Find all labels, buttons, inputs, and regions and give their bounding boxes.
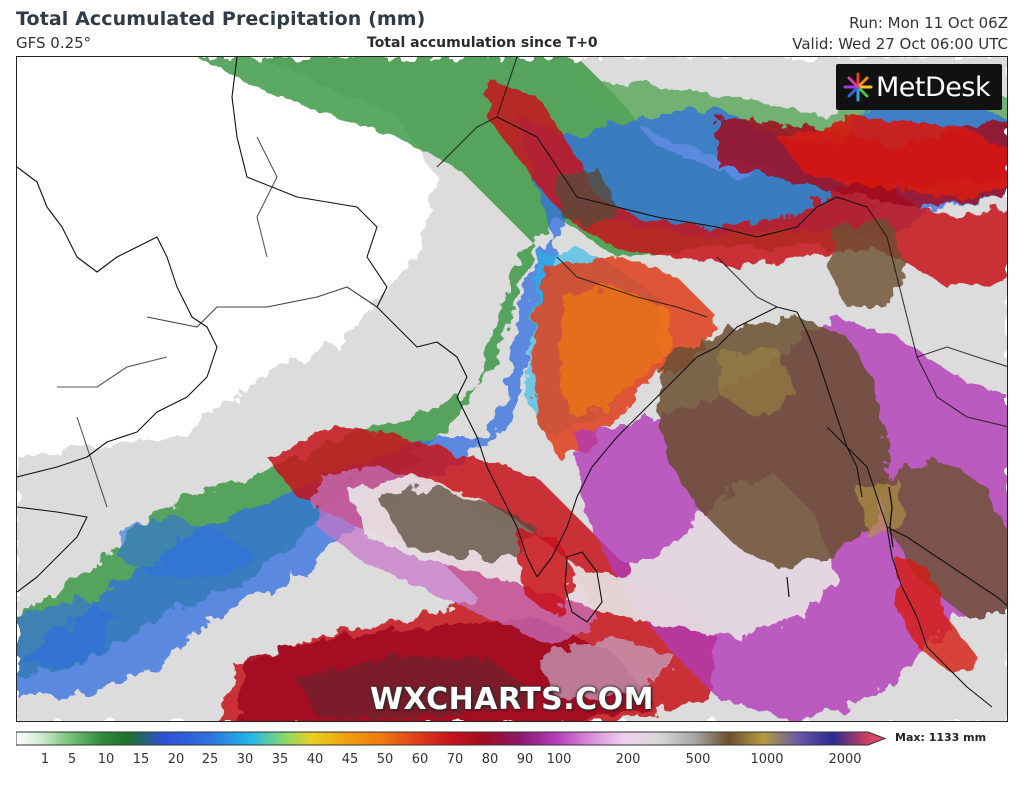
run-time: Run: Mon 11 Oct 06Z <box>849 14 1008 32</box>
colorbar-tick-label: 40 <box>306 752 324 767</box>
colorbar-tick-label: 30 <box>236 752 254 767</box>
colorbar-tick-label: 60 <box>411 752 429 767</box>
colorbar-tick-label: 20 <box>167 752 185 767</box>
max-value-label: Max: 1133 mm <box>895 731 987 744</box>
precipitation-map <box>16 56 1008 722</box>
colorbar-tick-label: 25 <box>201 752 219 767</box>
colorbar-tick-label: 35 <box>271 752 289 767</box>
model-label: GFS 0.25° <box>16 34 92 52</box>
colorbar-tick-label: 1000 <box>750 752 784 767</box>
sunburst-logo-icon <box>843 72 873 102</box>
colorbar-tick-label: 1 <box>40 752 50 767</box>
colorbar-tick-label: 50 <box>376 752 394 767</box>
colorbar-tick-label: 90 <box>516 752 534 767</box>
colorbar-tick-label: 10 <box>97 752 115 767</box>
chart-title: Total Accumulated Precipitation (mm) <box>16 8 426 30</box>
colorbar-tick-label: 45 <box>341 752 359 767</box>
watermark: WXCHARTS.COM <box>369 682 655 717</box>
colorbar-tick-label: 70 <box>446 752 464 767</box>
colorbar-tick-label: 500 <box>685 752 711 767</box>
colorbar-ticks: 1 5 10 15 20 25 30 35 40 45 50 60 70 80 90 100 200 500 100… <box>0 752 1024 772</box>
precipitation-colorbar <box>16 731 886 746</box>
logo-text: MetDesk <box>876 72 991 103</box>
valid-time: Valid: Wed 27 Oct 06:00 UTC <box>792 35 1008 53</box>
chart-subtitle: Total accumulation since T+0 <box>367 35 598 51</box>
colorbar-tick-label: 80 <box>481 752 499 767</box>
colorbar-tick-label: 2000 <box>828 752 862 767</box>
colorbar-tick-label: 5 <box>67 752 77 767</box>
colorbar-tick-label: 15 <box>132 752 150 767</box>
colorbar-tick-label: 100 <box>546 752 572 767</box>
metdesk-logo: MetDesk <box>836 64 1002 110</box>
colorbar-tick-label: 200 <box>615 752 641 767</box>
